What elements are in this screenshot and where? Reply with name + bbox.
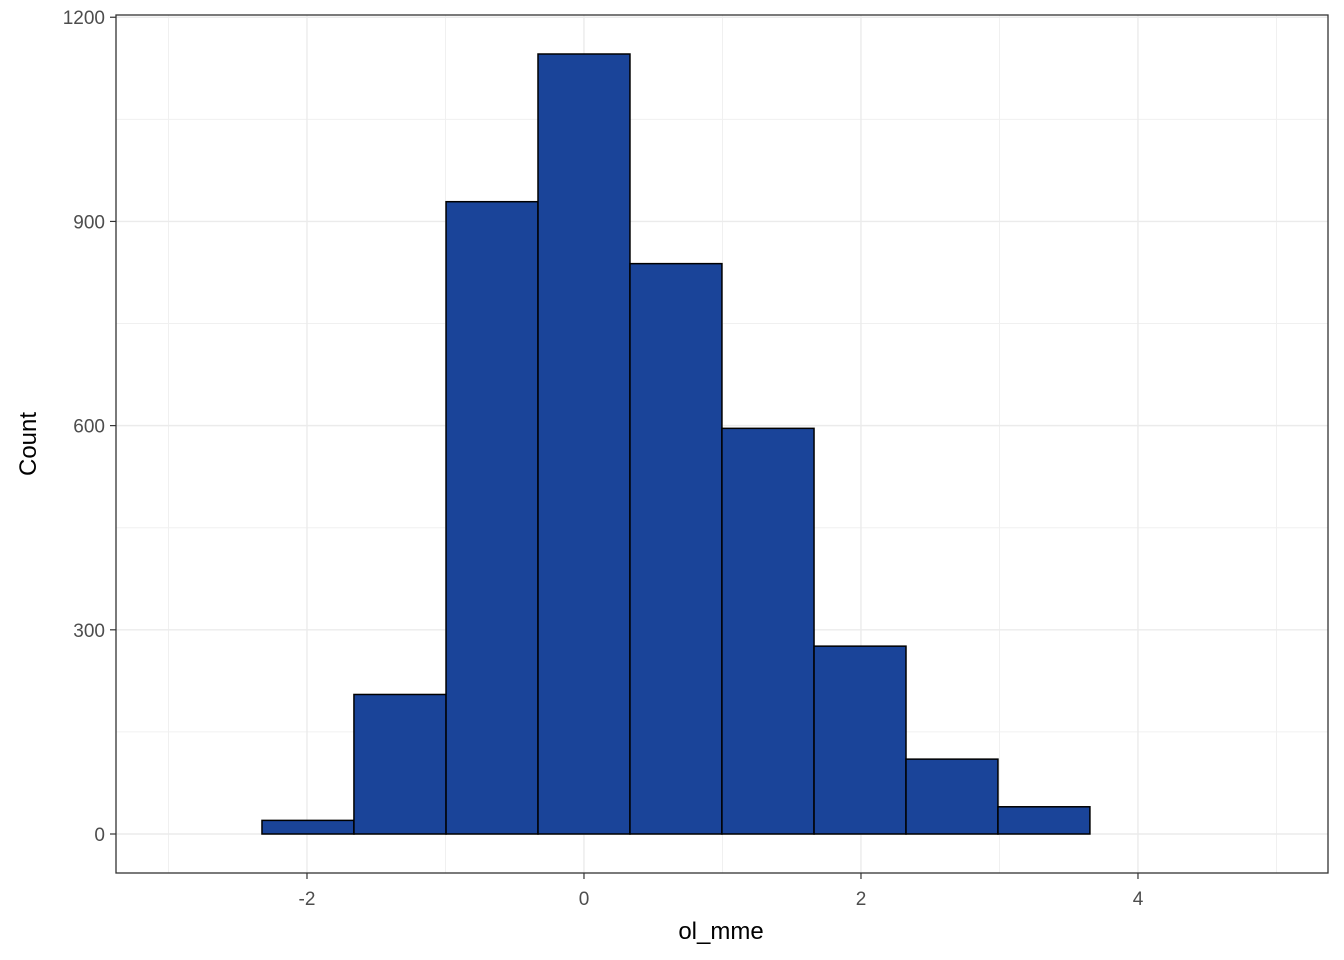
bar <box>537 53 631 835</box>
bar <box>261 819 355 835</box>
x-tick-label: 0 <box>579 889 590 910</box>
y-tick-label: 0 <box>94 825 105 846</box>
y-axis-title: Count <box>15 412 42 476</box>
bar <box>721 427 815 835</box>
y-tick-label: 300 <box>73 621 105 642</box>
x-tick-label: 2 <box>856 889 867 910</box>
y-tick-label: 600 <box>73 417 105 438</box>
panel-border <box>115 14 1329 874</box>
y-tick-label: 900 <box>73 212 105 233</box>
bar <box>997 806 1091 835</box>
bar <box>905 758 999 835</box>
x-tick-label: -2 <box>299 889 316 910</box>
bar <box>813 645 907 835</box>
x-axis-title: ol_mme <box>678 918 763 945</box>
x-tick-label: 4 <box>1133 889 1144 910</box>
bar <box>353 693 447 835</box>
bar <box>629 262 723 835</box>
y-tick-label: 1200 <box>63 8 105 29</box>
bar <box>445 200 539 835</box>
